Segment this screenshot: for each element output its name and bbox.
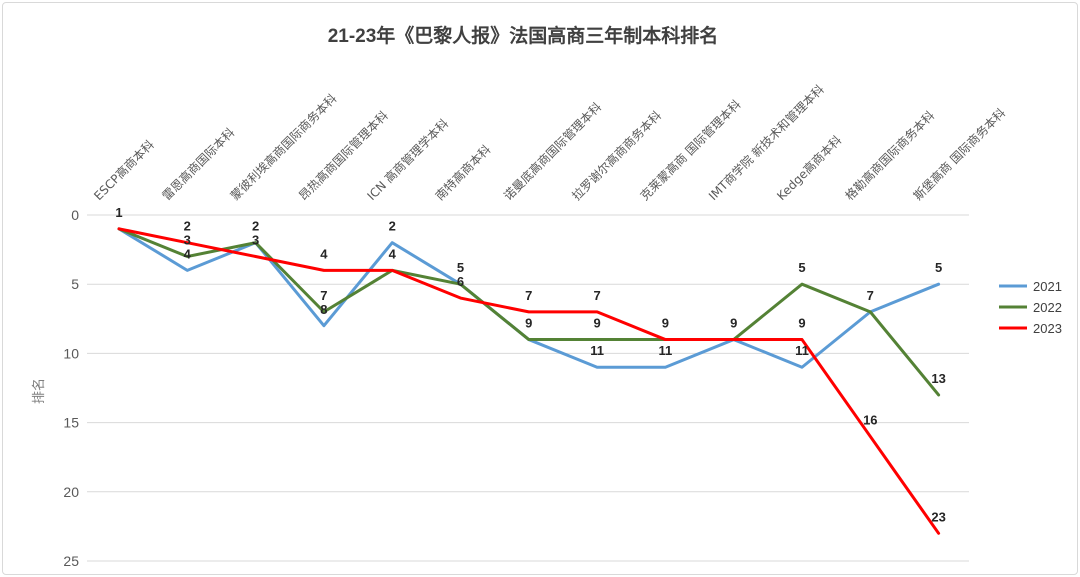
series-line-2022 bbox=[117, 227, 941, 397]
data-label: 7 bbox=[525, 288, 532, 303]
data-label: 1 bbox=[115, 205, 122, 220]
y-tick-label: 0 bbox=[71, 207, 79, 223]
data-label: 11 bbox=[590, 343, 604, 358]
data-label: 4 bbox=[389, 246, 397, 261]
data-label: 9 bbox=[798, 316, 805, 331]
y-tick-label: 5 bbox=[71, 276, 79, 292]
x-axis-categories: ESCP高商本科 雷恩高商国际本科蒙彼利埃高商国际商务本科昂热高商国际管理本科IC… bbox=[91, 81, 1009, 203]
data-label: 7 bbox=[320, 288, 327, 303]
data-label: 8 bbox=[320, 302, 327, 317]
data-label: 11 bbox=[795, 343, 809, 358]
data-label: 5 bbox=[935, 260, 942, 275]
y-axis-label: 排名 bbox=[31, 378, 47, 404]
legend-label: 2023 bbox=[1033, 321, 1062, 336]
grid-lines bbox=[87, 214, 969, 562]
chart-title: 21-23年《巴黎人报》法国高商三年制本科排名 bbox=[327, 26, 719, 47]
legend-label: 2021 bbox=[1033, 279, 1062, 294]
data-label: 7 bbox=[867, 288, 874, 303]
y-axis-ticks: 0 5 10 15 20 25 bbox=[63, 207, 79, 569]
x-category-label: ESCP高商本科 bbox=[91, 137, 157, 203]
data-label: 16 bbox=[863, 412, 877, 427]
y-tick-label: 25 bbox=[63, 553, 79, 569]
x-category-label: IMT商学院 新技术和管理本科 bbox=[705, 81, 827, 203]
data-label: 5 bbox=[798, 260, 805, 275]
x-category-label: 雷恩高商国际本科 bbox=[159, 125, 237, 203]
data-label: 4 bbox=[184, 247, 192, 262]
data-label: 2 bbox=[252, 219, 259, 234]
data-label: 4 bbox=[320, 246, 328, 261]
data-label: 9 bbox=[525, 316, 532, 331]
data-label: 11 bbox=[659, 343, 673, 358]
data-label: 9 bbox=[593, 316, 600, 331]
data-label: 3 bbox=[252, 233, 259, 248]
data-label: 7 bbox=[593, 288, 600, 303]
y-tick-label: 20 bbox=[63, 484, 79, 500]
y-tick-label: 15 bbox=[63, 415, 79, 431]
data-label: 5 bbox=[457, 260, 464, 275]
y-tick-label: 10 bbox=[63, 345, 79, 361]
series-line-2023 bbox=[117, 227, 941, 535]
data-label: 2 bbox=[389, 219, 396, 234]
data-label: 9 bbox=[730, 316, 737, 331]
legend-label: 2022 bbox=[1033, 300, 1062, 315]
data-label: 13 bbox=[931, 371, 945, 386]
data-label: 9 bbox=[662, 316, 669, 331]
data-label: 3 bbox=[184, 233, 191, 248]
data-label: 6 bbox=[457, 274, 464, 289]
legend: 2021 2022 2023 bbox=[999, 279, 1062, 336]
series-lines bbox=[117, 227, 941, 535]
data-label: 23 bbox=[931, 509, 945, 524]
data-label: 2 bbox=[184, 219, 191, 234]
x-category-label: Kedge高商本科 bbox=[774, 132, 845, 203]
x-category-label: 南特高商本科 bbox=[432, 142, 494, 204]
